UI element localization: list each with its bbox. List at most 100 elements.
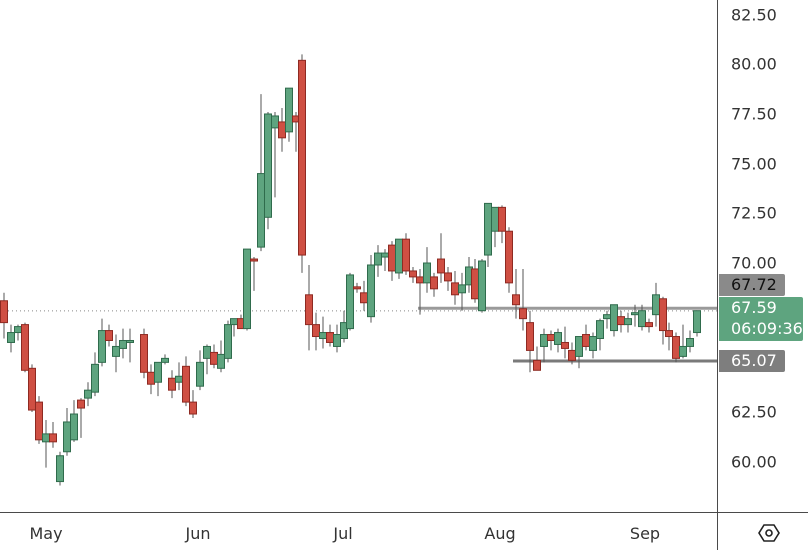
candle-up	[603, 310, 611, 329]
candle-up	[484, 202, 492, 267]
candle-up	[63, 408, 71, 456]
candle-down	[312, 312, 320, 351]
candle-down	[526, 310, 534, 373]
candle-down	[388, 241, 396, 281]
time-axis[interactable]: May Jun Jul Aug Sep	[0, 512, 717, 550]
candle-down	[278, 108, 286, 152]
candle-up	[42, 419, 50, 468]
candle-up	[175, 362, 183, 391]
candle-up	[70, 400, 78, 442]
bar-countdown-timer: 06:09:36	[731, 319, 803, 338]
support-price-label: 65.07	[719, 350, 785, 372]
candle-down	[582, 324, 590, 351]
resistance-price-label: 67.72	[719, 274, 785, 296]
settings-button[interactable]	[758, 522, 780, 544]
candle-down	[182, 356, 190, 407]
candle-up	[203, 344, 211, 375]
price-axis[interactable]: 82.50 80.00 77.50 75.00 72.50 70.00 62.50 60.00…	[717, 0, 808, 512]
candle-down	[533, 346, 541, 371]
candle-up	[374, 245, 382, 277]
chart-plot-area[interactable]	[0, 0, 717, 512]
candle-up	[610, 304, 618, 337]
candle-up	[340, 310, 348, 343]
candle-down	[471, 259, 479, 303]
candle-down	[430, 272, 438, 297]
candle-up	[161, 354, 169, 365]
candle-down	[498, 205, 506, 244]
candle-up	[264, 111, 272, 230]
candle-up	[491, 206, 499, 248]
candle-up	[14, 324, 22, 341]
candle-up	[458, 272, 466, 311]
candle-up	[7, 324, 15, 353]
price-tick-label: 75.00	[731, 154, 777, 174]
candle-down	[451, 270, 459, 305]
candle-up	[395, 238, 403, 279]
candle-up	[126, 328, 134, 363]
candle-up	[346, 272, 354, 331]
candle-up	[98, 318, 106, 367]
candle-up	[319, 316, 327, 349]
price-tick-label: 82.50	[731, 5, 777, 25]
candle-down	[519, 268, 527, 331]
candle-up	[693, 310, 701, 337]
time-tick-label: May	[29, 524, 63, 543]
axis-corner	[717, 512, 808, 550]
candle-down	[21, 322, 29, 373]
candle-down	[28, 364, 36, 413]
candle-up	[596, 318, 604, 351]
candle-up	[589, 332, 597, 359]
candle-down	[665, 322, 673, 351]
candle-down	[402, 233, 410, 275]
candle-down	[189, 390, 197, 418]
candle-up	[652, 282, 660, 327]
candle-up	[423, 247, 431, 293]
candle-up	[119, 328, 127, 359]
candle-up	[243, 248, 251, 331]
candle-up	[624, 312, 632, 333]
candle-down	[444, 266, 452, 291]
candle-down	[353, 282, 361, 293]
time-tick-label: Jun	[185, 524, 211, 543]
time-tick-label: Jul	[333, 524, 353, 543]
candle-down	[326, 324, 334, 347]
candle-down	[437, 233, 445, 283]
time-tick-label: Aug	[484, 524, 516, 543]
candle-down	[305, 264, 313, 351]
current-price-value: 67.59	[731, 298, 777, 317]
candle-down	[0, 292, 8, 339]
candle-down	[561, 326, 569, 359]
candle-down	[505, 227, 513, 293]
candle-down	[140, 328, 148, 379]
price-tick-label: 60.00	[731, 452, 777, 472]
candle-down	[298, 54, 306, 273]
candle-up	[285, 87, 293, 142]
candle-down	[512, 268, 520, 319]
price-tick-label: 70.00	[731, 253, 777, 273]
candle-up	[154, 361, 162, 397]
candle-down	[168, 370, 176, 399]
candle-up	[217, 340, 225, 373]
candle-up	[686, 330, 694, 353]
candle-up	[112, 334, 120, 373]
candle-up	[271, 111, 279, 198]
candle-up	[381, 249, 389, 271]
candle-down	[360, 280, 368, 311]
candle-up	[554, 328, 562, 353]
candle-down	[672, 332, 680, 363]
candle-down	[147, 364, 155, 395]
time-tick-label: Sep	[629, 524, 661, 543]
candle-down	[617, 310, 625, 333]
price-tick-label: 72.50	[731, 203, 777, 223]
candle-up	[91, 352, 99, 397]
candle-down	[645, 318, 653, 333]
candle-up	[575, 336, 583, 369]
candle-up	[224, 320, 232, 363]
candle-down	[659, 296, 667, 345]
candle-up	[638, 304, 646, 331]
candle-up	[679, 324, 687, 359]
candle-down	[547, 330, 555, 351]
price-tick-label: 62.50	[731, 402, 777, 422]
price-tick-label: 80.00	[731, 54, 777, 74]
price-tick-label: 77.50	[731, 104, 777, 124]
